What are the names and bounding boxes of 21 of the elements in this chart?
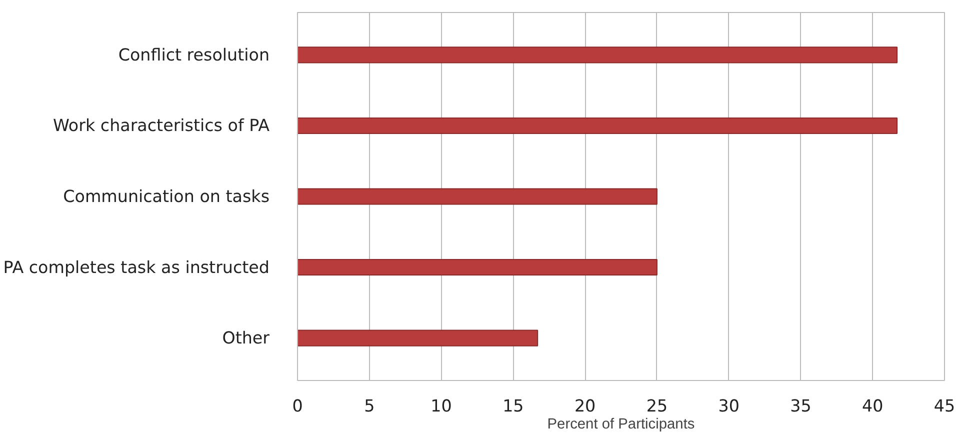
x-tick-label: 45 (934, 396, 956, 416)
bar (298, 188, 658, 205)
x-tick-label: 40 (862, 396, 884, 416)
y-tick-label: Conflict resolution (118, 45, 270, 64)
x-tick-label: 30 (718, 396, 740, 416)
x-tick-label: 15 (502, 396, 524, 416)
x-tick-label: 20 (574, 396, 596, 416)
bar (298, 117, 898, 134)
x-tick-label: 25 (646, 396, 668, 416)
y-tick-label: Communication on tasks (63, 187, 270, 206)
bar (298, 46, 898, 64)
x-tick-label: 5 (364, 396, 375, 416)
x-axis-title: Percent of Participants (547, 416, 695, 432)
bar (298, 258, 658, 276)
y-tick-label: Other (222, 328, 270, 348)
y-tick-label: PA completes task as instructed (3, 258, 270, 277)
bar (298, 330, 538, 346)
x-tick-label: 0 (292, 396, 303, 416)
x-tick-label: 10 (430, 396, 452, 416)
x-tick-label: 35 (790, 396, 812, 416)
y-tick-label: Work characteristics of PA (52, 116, 270, 136)
